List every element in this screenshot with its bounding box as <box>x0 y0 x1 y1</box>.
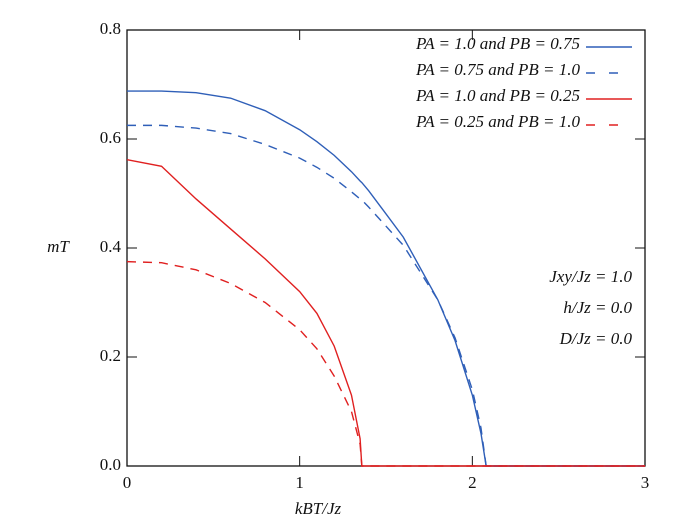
y-tick-label: 0.6 <box>100 128 121 147</box>
y-tick-label: 0.0 <box>100 455 121 474</box>
series-line <box>127 90 645 467</box>
annotation: h/Jz = 0.0 <box>563 298 632 317</box>
legend-label: PA = 0.25 and PB = 1.0 <box>415 112 580 131</box>
series-line <box>127 124 645 467</box>
legend-label: PA = 1.0 and PB = 0.25 <box>415 86 580 105</box>
legend-label: PA = 1.0 and PB = 0.75 <box>415 34 580 53</box>
x-tick-label: 3 <box>641 473 650 492</box>
legend-label: PA = 0.75 and PB = 1.0 <box>415 60 580 79</box>
series-line <box>126 260 645 467</box>
y-tick-label: 0.4 <box>100 237 122 256</box>
y-axis-label: mT <box>47 237 70 256</box>
y-tick-label: 0.8 <box>100 19 121 38</box>
annotation: Jxy/Jz = 1.0 <box>549 267 632 286</box>
y-tick-label: 0.2 <box>100 346 121 365</box>
x-tick-label: 1 <box>295 473 304 492</box>
series-line <box>126 159 645 467</box>
x-tick-label: 2 <box>468 473 477 492</box>
annotation: D/Jz = 0.0 <box>559 329 633 348</box>
x-axis-label: kBT/Jz <box>295 499 342 518</box>
x-tick-label: 0 <box>123 473 132 492</box>
